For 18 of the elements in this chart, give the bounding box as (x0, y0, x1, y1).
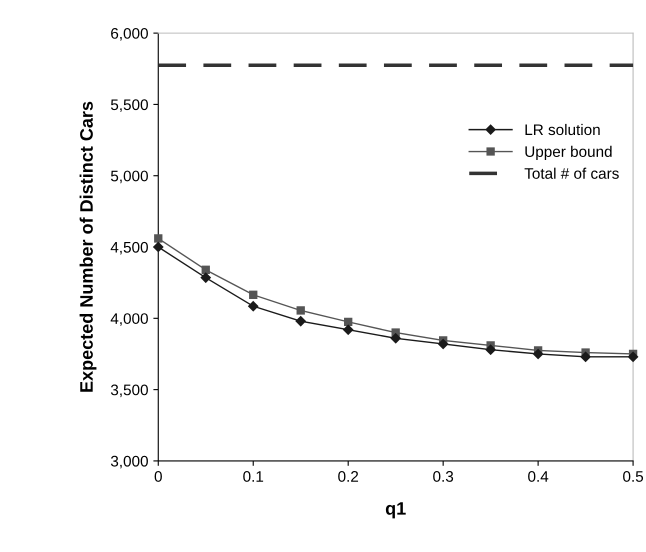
y-tick-label: 3,500 (110, 384, 148, 398)
x-tick-label: 0.1 (243, 471, 264, 482)
y-axis-title: Expected Number of Distinct Cars (80, 102, 96, 392)
legend-label: Total # of cars (524, 168, 619, 179)
y-tick-label: 5,000 (110, 170, 148, 184)
x-tick-label: 0.2 (338, 471, 358, 482)
x-tick-label: 0.4 (528, 471, 548, 482)
x-tick-label: 0 (154, 471, 162, 482)
y-tick-label: 4,000 (110, 313, 148, 326)
legend-label: Upper bound (525, 146, 612, 160)
y-tick-label: 4,500 (110, 242, 148, 255)
y-tick-label: 6,000 (111, 28, 148, 41)
y-tick-label: 5,500 (110, 99, 148, 112)
x-tick-label: 0.5 (623, 471, 644, 482)
legend-label: LR solution (525, 124, 600, 136)
x-tick-label: 0.3 (433, 471, 454, 482)
y-tick-label: 3,000 (110, 456, 148, 468)
x-axis-title: q1 (386, 502, 406, 518)
